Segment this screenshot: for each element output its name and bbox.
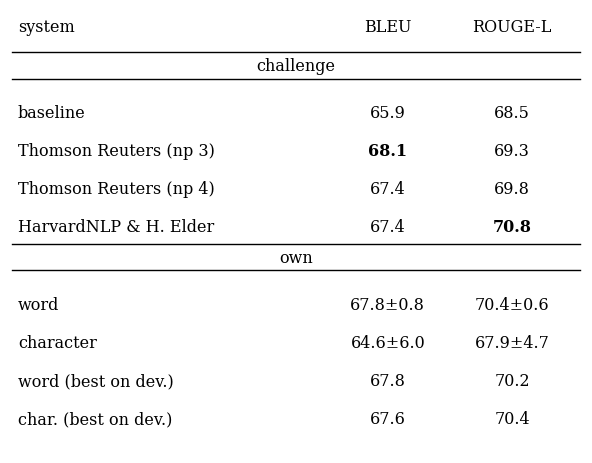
Text: 67.4: 67.4	[370, 181, 406, 198]
Text: own: own	[279, 249, 313, 266]
Text: char. (best on dev.): char. (best on dev.)	[18, 410, 172, 427]
Text: 67.6: 67.6	[370, 410, 406, 427]
Text: 69.3: 69.3	[494, 143, 530, 160]
Text: Thomson Reuters (np 4): Thomson Reuters (np 4)	[18, 181, 214, 198]
Text: Thomson Reuters (np 3): Thomson Reuters (np 3)	[18, 143, 215, 160]
Text: challenge: challenge	[256, 58, 336, 75]
Text: 68.5: 68.5	[494, 105, 530, 122]
Text: 67.8±0.8: 67.8±0.8	[350, 296, 425, 313]
Text: BLEU: BLEU	[364, 19, 411, 36]
Text: 70.2: 70.2	[494, 372, 530, 389]
Text: word (best on dev.): word (best on dev.)	[18, 372, 173, 389]
Text: word: word	[18, 296, 59, 313]
Text: 67.9±4.7: 67.9±4.7	[475, 334, 549, 351]
Text: 67.4: 67.4	[370, 219, 406, 236]
Text: 64.6±6.0: 64.6±6.0	[350, 334, 425, 351]
Text: 65.9: 65.9	[370, 105, 406, 122]
Text: baseline: baseline	[18, 105, 85, 122]
Text: 68.1: 68.1	[368, 143, 407, 160]
Text: HarvardNLP & H. Elder: HarvardNLP & H. Elder	[18, 219, 214, 236]
Text: system: system	[18, 19, 75, 36]
Text: 70.4: 70.4	[494, 410, 530, 427]
Text: 69.8: 69.8	[494, 181, 530, 198]
Text: 70.4±0.6: 70.4±0.6	[475, 296, 549, 313]
Text: character: character	[18, 334, 96, 351]
Text: 70.8: 70.8	[493, 219, 532, 236]
Text: ROUGE-L: ROUGE-L	[472, 19, 552, 36]
Text: 67.8: 67.8	[370, 372, 406, 389]
